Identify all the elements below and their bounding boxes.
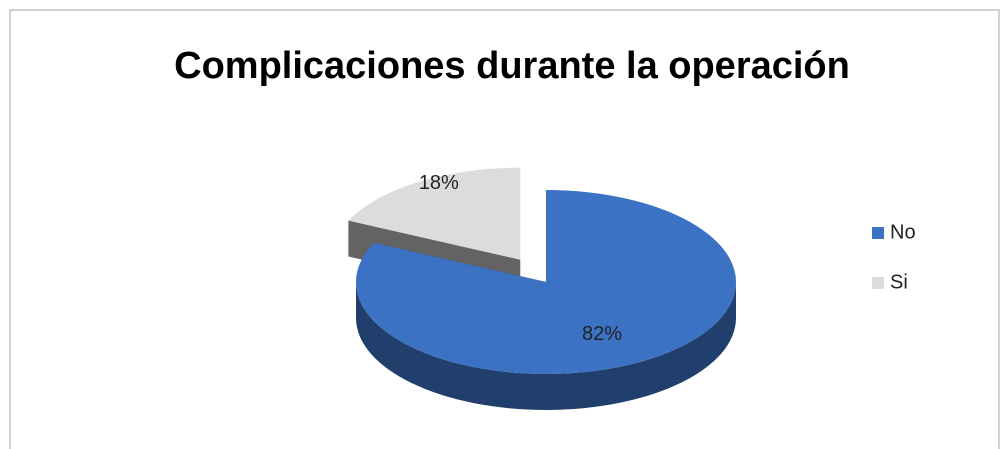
slice-side [356,282,736,410]
legend-swatch [872,277,884,289]
legend-label: No [890,221,916,243]
slice-top [348,167,521,260]
legend-label: Si [890,271,908,293]
data-label: 82% [582,323,622,345]
pie-slice [355,190,736,410]
chart-title: Complicaciones durante la operación [174,45,850,87]
data-label: 18% [419,172,459,194]
slice-top [355,190,736,375]
legend-swatch [872,227,884,239]
